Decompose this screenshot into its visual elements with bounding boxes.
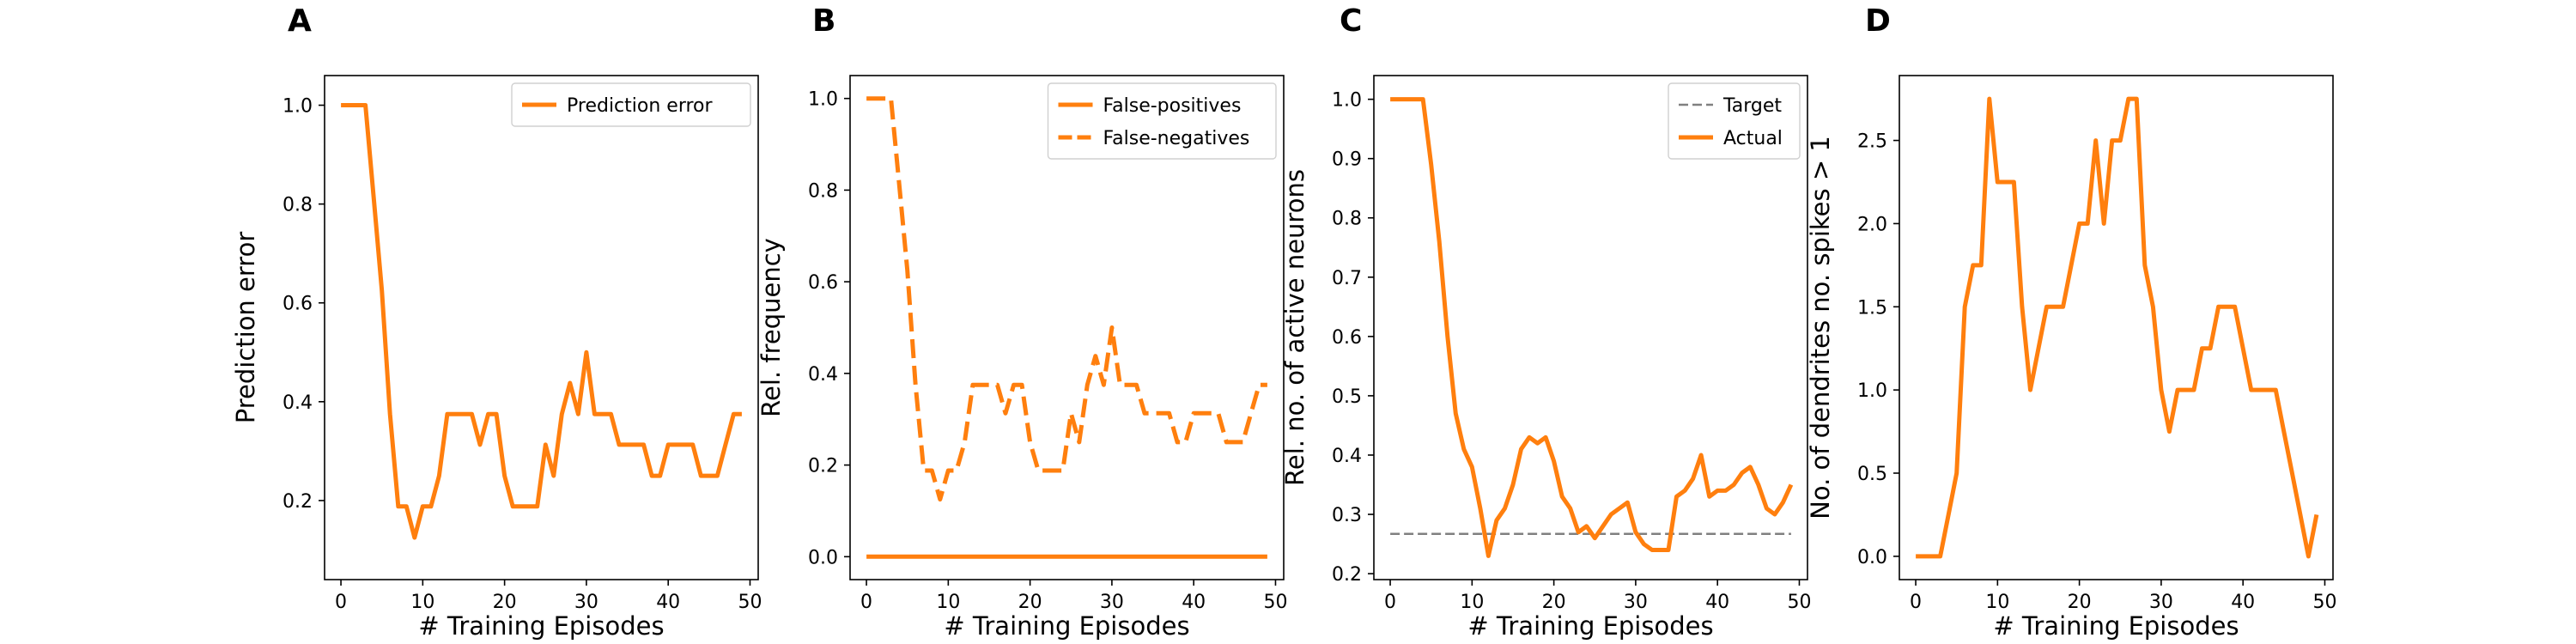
legend: Target Actual — [1668, 82, 1801, 160]
y-tick-label: 0.2 — [283, 491, 313, 513]
plot-frame — [324, 75, 759, 580]
x-tick-label: 50 — [1263, 592, 1287, 613]
x-tick-label: 10 — [1985, 592, 2009, 613]
legend-label: Prediction error — [567, 95, 713, 117]
series-line-actual — [1390, 97, 1794, 558]
chart-panel-c: C 0 10 20 30 40 50 0.2 0.3 0.4 0.5 0.6 0.7 0.8 0.9 1.0 #… — [1280, 3, 1811, 641]
x-tick-label: 40 — [1705, 592, 1729, 613]
x-tick-label: 50 — [2312, 592, 2336, 613]
x-axis-label: # Training Episodes — [944, 611, 1189, 641]
legend-box — [1047, 82, 1277, 160]
series-line-prediction-error — [341, 103, 742, 540]
plot-frame — [1899, 75, 2334, 580]
y-tick-label: 0.8 — [283, 195, 313, 216]
series-line-false-negatives — [866, 96, 1267, 502]
y-tick-label: 0.9 — [1332, 149, 1362, 171]
legend-label: False-positives — [1103, 95, 1242, 117]
legend-label: False-negatives — [1103, 128, 1250, 149]
x-tick-label: 30 — [2149, 592, 2173, 613]
x-tick-label: 30 — [1100, 592, 1124, 613]
x-tick-label: 10 — [1460, 592, 1484, 613]
y-tick-label: 0.0 — [1857, 547, 1887, 568]
y-tick-label: 0.2 — [1332, 564, 1362, 586]
y-tick-label: 0.4 — [1332, 446, 1362, 467]
y-tick-label: 1.5 — [1857, 297, 1887, 319]
y-tick-label: 1.0 — [1857, 380, 1887, 402]
y-tick-label: 0.4 — [808, 364, 838, 386]
legend-label: Actual — [1723, 128, 1783, 149]
x-axis-label: # Training Episodes — [418, 611, 664, 641]
x-axis-label: # Training Episodes — [1467, 611, 1713, 641]
x-tick-label: 50 — [1787, 592, 1811, 613]
x-tick-label: 20 — [1542, 592, 1566, 613]
y-tick-label: 0.0 — [808, 547, 838, 568]
legend-label: Target — [1722, 95, 1782, 117]
y-tick-label: 0.8 — [1332, 209, 1362, 230]
chart-panel-a: A 0 10 20 30 40 50 0.2 0.4 0.6 0.8 1.0 # Training Ep… — [231, 3, 762, 641]
x-tick-label: 20 — [1018, 592, 1042, 613]
y-axis-label: Rel. no. of active neurons — [1280, 169, 1309, 486]
y-tick-label: 0.4 — [283, 392, 313, 414]
y-tick-label: 1.0 — [283, 96, 313, 118]
y-tick-label: 0.5 — [1857, 464, 1887, 485]
y-tick-label: 0.6 — [283, 294, 313, 315]
x-tick-label: 40 — [2231, 592, 2255, 613]
x-tick-label: 50 — [738, 592, 762, 613]
y-tick-label: 1.0 — [1332, 90, 1362, 112]
y-tick-label: 1.0 — [808, 89, 838, 111]
x-tick-label: 40 — [1182, 592, 1206, 613]
panel-letter: C — [1340, 3, 1362, 39]
legend: False-positives False-negatives — [1047, 82, 1277, 160]
panel-letter: A — [288, 3, 312, 39]
chart-panel-b: B 0 10 20 30 40 50 0.0 0.2 0.4 0.6 0.8 1.0 # Training… — [756, 3, 1287, 641]
y-tick-label: 0.6 — [1332, 327, 1362, 349]
y-tick-label: 0.6 — [808, 272, 838, 294]
y-axis-label: No. of dendrites no. spikes > 1 — [1806, 136, 1835, 519]
legend-box — [511, 82, 751, 127]
x-tick-label: 0 — [335, 592, 347, 613]
x-tick-label: 10 — [410, 592, 434, 613]
y-tick-label: 2.5 — [1857, 131, 1887, 153]
y-tick-label: 0.5 — [1332, 386, 1362, 408]
panel-letter: D — [1865, 3, 1891, 39]
y-axis-label: Prediction error — [231, 232, 260, 424]
x-tick-label: 30 — [1624, 592, 1648, 613]
legend-box — [1668, 82, 1801, 160]
plot-frame — [849, 75, 1285, 580]
y-tick-label: 0.7 — [1332, 268, 1362, 289]
series-line — [1916, 96, 2319, 559]
panel-letter: B — [812, 3, 835, 39]
y-tick-label: 0.2 — [808, 456, 838, 477]
y-axis-label: Rel. frequency — [756, 238, 786, 417]
x-axis-label: # Training Episodes — [1993, 611, 2239, 641]
chart-panel-d: D 0 10 20 30 40 50 0.0 0.5 1.0 1.5 2.0 2.5 # Training… — [1806, 3, 2336, 641]
y-tick-label: 0.3 — [1332, 505, 1362, 526]
y-tick-label: 0.8 — [808, 180, 838, 202]
x-tick-label: 20 — [493, 592, 517, 613]
legend: Prediction error — [511, 82, 751, 127]
y-tick-label: 2.0 — [1857, 214, 1887, 235]
x-tick-label: 0 — [860, 592, 872, 613]
plot-frame — [1373, 75, 1808, 580]
x-tick-label: 40 — [656, 592, 680, 613]
x-tick-label: 30 — [574, 592, 598, 613]
x-tick-label: 0 — [1910, 592, 1922, 613]
x-tick-label: 0 — [1384, 592, 1396, 613]
x-tick-label: 10 — [936, 592, 960, 613]
x-tick-label: 20 — [2068, 592, 2092, 613]
